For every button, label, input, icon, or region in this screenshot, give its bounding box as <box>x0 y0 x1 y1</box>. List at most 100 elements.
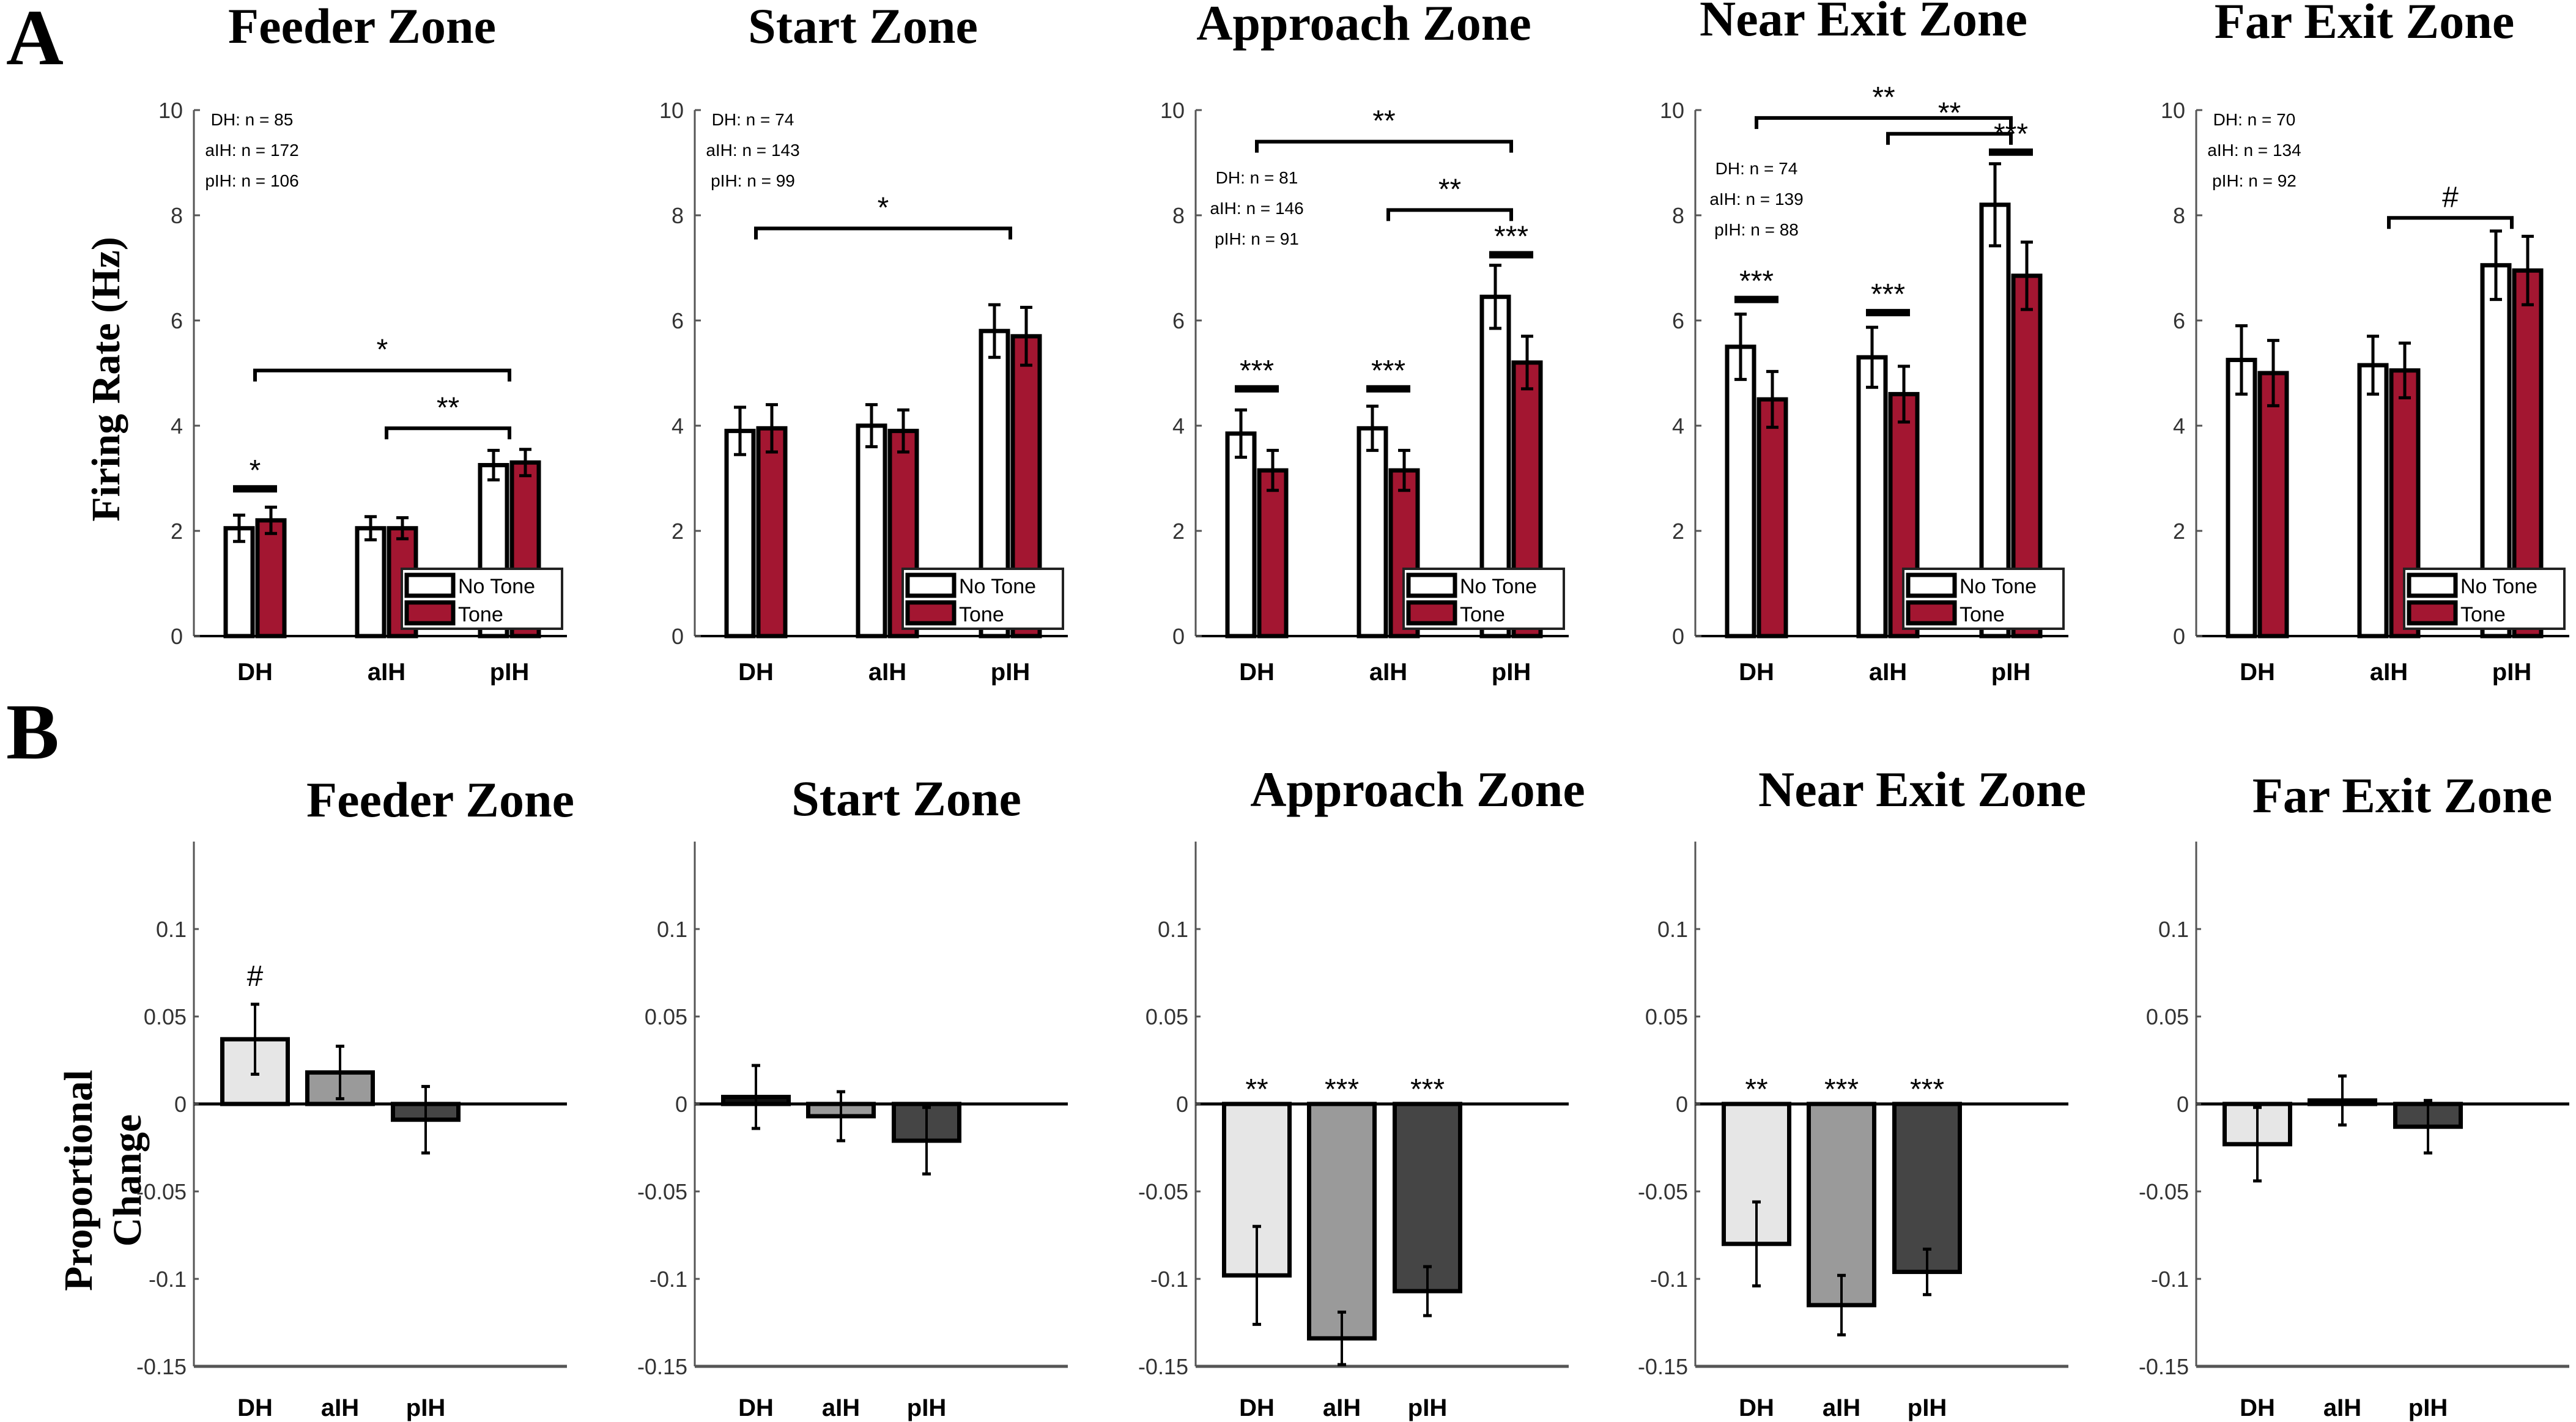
panel-a-5: Far Exit Zone 0 2 4 6 8 10 DH aIH pIH DH: n = 70 aI… <box>2161 0 2569 686</box>
y-tick-label: -0.05 <box>1138 1179 1188 1204</box>
panel-a-2: Start Zone 0 2 4 6 8 10 DH aIH pIH DH: n = 74 aIH: … <box>659 0 1068 686</box>
y-tick-label: 0 <box>1172 624 1185 649</box>
bar-tone <box>255 518 287 639</box>
bar-no-tone <box>2226 358 2257 639</box>
y-tick-label: -0.1 <box>1150 1267 1188 1292</box>
sample-size-label: aIH: n = 134 <box>2207 141 2301 160</box>
y-tick-label: 4 <box>672 413 684 439</box>
panel-title: Approach Zone <box>1250 761 1585 817</box>
significance-bracket <box>754 226 1012 240</box>
legend-swatch <box>905 600 957 626</box>
panel-a-1: Feeder Zone 0 2 4 6 8 10 DH aIH pIH DH: n = 85 aIH:… <box>158 0 567 686</box>
panel-b-5: Far Exit Zone -0.15 -0.1 -0.05 0 0.05 0.1 DH aIH… <box>2139 768 2569 1421</box>
panel-label-a: A <box>6 0 64 82</box>
panel-a-4: Near Exit Zone 0 2 4 6 8 10 DH aIH pIH DH: n = 74 a… <box>1660 0 2068 686</box>
x-tick-label: aIH <box>822 1394 860 1421</box>
legend-label: No Tone <box>959 575 1036 598</box>
y-tick-label: 0 <box>675 1092 687 1117</box>
y-tick-label: 0 <box>174 1092 187 1117</box>
y-axis-label-b-line2: Change <box>105 1114 150 1246</box>
bar-no-tone <box>223 526 255 639</box>
y-tick-label: 2 <box>171 519 183 544</box>
x-tick-label: pIH <box>991 659 1030 686</box>
bar-aIH <box>1807 1102 1876 1308</box>
y-tick-label: 10 <box>659 98 684 123</box>
sample-size-label: DH: n = 81 <box>1216 168 1298 187</box>
y-axis-label-b: Proportional Change <box>56 1070 150 1291</box>
sample-size-label: aIH: n = 172 <box>205 141 298 160</box>
panel-title: Start Zone <box>791 771 1021 826</box>
y-axis-label-a: Firing Rate (Hz) <box>84 237 128 522</box>
y-tick-label: 6 <box>2173 308 2185 333</box>
legend: No Tone Tone <box>401 568 563 630</box>
x-tick-label: DH <box>1739 1394 1774 1421</box>
y-tick-label: 8 <box>171 203 183 228</box>
y-tick-label: 0 <box>1676 1092 1688 1117</box>
x-tick-label: pIH <box>406 1394 445 1421</box>
bar-tone <box>1257 468 1289 639</box>
y-tick-label: 6 <box>1672 308 1684 333</box>
y-tick-label: 0 <box>2173 624 2185 649</box>
bar-no-tone <box>355 526 387 639</box>
legend-swatch <box>1406 572 1457 598</box>
sample-size-label: DH: n = 74 <box>1715 159 1798 178</box>
significance-bracket <box>385 426 511 440</box>
y-tick-label: -0.1 <box>1650 1267 1688 1292</box>
y-tick-label: 6 <box>672 308 684 333</box>
bar-aIH <box>1307 1102 1377 1341</box>
significance-bracket <box>1255 139 1513 153</box>
panel-b-2: Start Zone -0.15 -0.1 -0.05 0 0.05 0.1 DH aIH pIH <box>637 771 1068 1421</box>
x-tick-label: aIH <box>321 1394 359 1421</box>
bar-DH <box>1722 1102 1791 1246</box>
bar-no-tone <box>1356 426 1388 639</box>
significance-label: *** <box>1910 1073 1944 1106</box>
bar-no-tone <box>856 423 887 639</box>
legend-swatch <box>1406 600 1457 626</box>
legend-label: No Tone <box>458 575 535 598</box>
panel-b-4: Near Exit Zone -0.15 -0.1 -0.05 0 0.05 0.1 DH aI… <box>1638 761 2086 1421</box>
bar-tone <box>2257 371 2289 639</box>
x-tick-label: aIH <box>1323 1394 1361 1421</box>
sample-size-label: aIH: n = 146 <box>1210 199 1303 218</box>
sample-size-label: DH: n = 74 <box>712 110 794 129</box>
y-tick-label: -0.15 <box>2139 1354 2189 1379</box>
x-tick-label: DH <box>738 659 774 686</box>
panel-label-b: B <box>6 688 59 776</box>
sample-size-label: aIH: n = 139 <box>1709 190 1803 209</box>
sample-size-label: pIH: n = 99 <box>711 171 795 190</box>
panel-title: Feeder Zone <box>306 772 574 828</box>
x-tick-label: pIH <box>2492 659 2531 686</box>
panel-title: Near Exit Zone <box>1758 761 2086 817</box>
sample-size-label: pIH: n = 92 <box>2212 171 2297 190</box>
panel-title: Start Zone <box>748 0 978 54</box>
x-tick-label: pIH <box>1908 1394 1947 1421</box>
y-tick-label: 2 <box>2173 519 2185 544</box>
sample-size-label: pIH: n = 91 <box>1215 229 1299 248</box>
y-tick-label: 0.1 <box>1158 917 1188 942</box>
y-tick-label: -0.15 <box>637 1354 687 1379</box>
significance-label: # <box>2442 181 2459 213</box>
y-tick-label: 8 <box>2173 203 2185 228</box>
panel-title: Near Exit Zone <box>1700 0 2027 46</box>
significance-label: *** <box>1739 265 1774 298</box>
x-tick-label: pIH <box>1408 1394 1447 1421</box>
y-tick-label: 0.05 <box>1645 1004 1688 1029</box>
legend-label: Tone <box>1960 603 2005 626</box>
y-tick-label: 0 <box>672 624 684 649</box>
significance-bracket <box>2387 216 2514 229</box>
y-tick-label: 0.1 <box>156 917 187 942</box>
significance-bracket <box>253 368 511 382</box>
legend-swatch <box>404 600 456 626</box>
y-tick-label: 0.05 <box>144 1004 187 1029</box>
x-tick-label: DH <box>1739 659 1774 686</box>
panel-title: Feeder Zone <box>228 0 496 54</box>
x-tick-label: DH <box>237 659 273 686</box>
significance-label: ** <box>1938 97 1961 130</box>
y-tick-label: 4 <box>171 413 183 439</box>
legend-swatch <box>404 572 456 598</box>
significance-bracket <box>1886 131 2013 145</box>
y-tick-label: -0.15 <box>1638 1354 1688 1379</box>
bar-no-tone <box>1225 431 1257 639</box>
y-tick-label: 8 <box>1172 203 1185 228</box>
